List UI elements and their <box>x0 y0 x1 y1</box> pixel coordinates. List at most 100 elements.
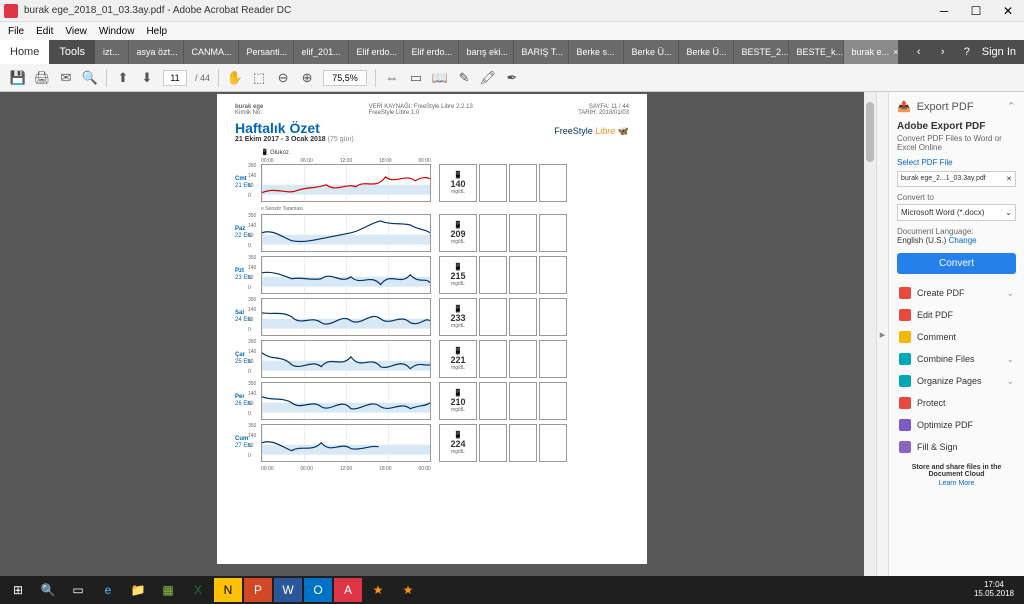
search-taskbar-icon[interactable]: 🔍 <box>34 578 62 602</box>
app2-icon[interactable]: N <box>214 578 242 602</box>
avg-glucose: 📱224mg/dL <box>439 424 477 462</box>
extra-box <box>479 256 507 294</box>
collapse-panel-button[interactable]: ▸ <box>876 92 888 576</box>
print-icon[interactable]: 🖨 <box>34 70 50 86</box>
convert-to-label: Convert to <box>897 193 1016 202</box>
tool-combine-files[interactable]: Combine Files⌄ <box>897 348 1016 370</box>
tool-create-pdf[interactable]: Create PDF⌄ <box>897 282 1016 304</box>
page-down-icon[interactable]: ⬇ <box>139 70 155 86</box>
page-input[interactable] <box>163 70 187 86</box>
help-button[interactable]: ? <box>958 46 976 58</box>
doc-tab[interactable]: Berke Ü... <box>679 40 734 64</box>
extra-box <box>479 164 507 202</box>
home-tab[interactable]: Home <box>0 40 49 64</box>
excel-icon[interactable]: X <box>184 578 212 602</box>
extra-box <box>509 164 537 202</box>
glucose-chart: 350140500 <box>261 256 431 294</box>
x-label: 18:00 <box>379 466 392 472</box>
acrobat-icon[interactable]: A <box>334 578 362 602</box>
export-pdf-header[interactable]: 📤 Export PDF ⌃ <box>897 100 1016 113</box>
tool-fill-&-sign[interactable]: Fill & Sign <box>897 436 1016 458</box>
menu-view[interactable]: View <box>65 26 87 37</box>
close-button[interactable]: ✕ <box>996 4 1020 18</box>
prev-doc-button[interactable]: ‹ <box>910 46 928 58</box>
extra-box <box>539 298 567 336</box>
menu-window[interactable]: Window <box>99 26 135 37</box>
pdf-page: burak ege Kimlik No: VERİ KAYNAĞI: FreeS… <box>217 94 647 564</box>
maximize-button[interactable]: ☐ <box>964 4 988 18</box>
extra-box <box>479 382 507 420</box>
tool-icon <box>899 375 911 387</box>
extra-box <box>539 164 567 202</box>
app1-icon[interactable]: ▦ <box>154 578 182 602</box>
doc-tab[interactable]: Elif erdo... <box>349 40 404 64</box>
learn-more-link[interactable]: Learn More <box>897 480 1016 487</box>
doc-tab[interactable]: BESTE_2... <box>734 40 789 64</box>
doc-tab[interactable]: Berke Ü... <box>624 40 679 64</box>
doc-tab[interactable]: BESTE_k... <box>789 40 844 64</box>
select-icon[interactable]: ⬚ <box>251 70 267 86</box>
sign-icon[interactable]: ✒ <box>504 70 520 86</box>
zoom-in-icon[interactable]: ⊕ <box>299 70 315 86</box>
doc-tab[interactable]: asya özt... <box>129 40 184 64</box>
mail-icon[interactable]: ✉ <box>58 70 74 86</box>
read-mode-icon[interactable]: 📖 <box>432 70 448 86</box>
doc-tab[interactable]: Berke s... <box>569 40 624 64</box>
window-title: burak ege_2018_01_03.3ay.pdf - Adobe Acr… <box>24 5 932 16</box>
minimize-button[interactable]: ─ <box>932 4 956 18</box>
convert-button[interactable]: Convert <box>897 253 1016 274</box>
taskview-icon[interactable]: ▭ <box>64 578 92 602</box>
doc-tab[interactable]: barış eki... <box>459 40 514 64</box>
signin-button[interactable]: Sign In <box>982 46 1016 58</box>
zoom-out-icon[interactable]: ⊖ <box>275 70 291 86</box>
doc-tab[interactable]: Elif erdo... <box>404 40 459 64</box>
word-icon[interactable]: W <box>274 578 302 602</box>
tools-tab[interactable]: Tools <box>49 40 95 64</box>
menu-edit[interactable]: Edit <box>36 26 53 37</box>
star1-icon[interactable]: ★ <box>364 578 392 602</box>
powerpoint-icon[interactable]: P <box>244 578 272 602</box>
explorer-icon[interactable]: 📁 <box>124 578 152 602</box>
fit-width-icon[interactable]: ⇔ <box>384 70 400 86</box>
change-lang-link[interactable]: Change <box>949 236 977 245</box>
page-up-icon[interactable]: ⬆ <box>115 70 131 86</box>
doc-tab[interactable]: izt... <box>95 40 129 64</box>
annotate-icon[interactable]: ✎ <box>456 70 472 86</box>
start-button[interactable]: ⊞ <box>4 578 32 602</box>
format-select[interactable]: Microsoft Word (*.docx)⌄ <box>897 204 1016 221</box>
doc-tab[interactable]: BARIŞ T... <box>514 40 569 64</box>
tool-icon <box>899 397 911 409</box>
doc-tab[interactable]: CANMA... <box>184 40 239 64</box>
zoom-input[interactable] <box>323 70 367 86</box>
y-label: 350 <box>248 213 256 219</box>
doc-tab[interactable]: elif_201... <box>294 40 349 64</box>
remove-file-icon[interactable]: ✕ <box>1006 175 1012 183</box>
scrollbar[interactable] <box>864 92 876 576</box>
outlook-icon[interactable]: O <box>304 578 332 602</box>
edge-icon[interactable]: e <box>94 578 122 602</box>
clock[interactable]: 17:0415.05.2018 <box>968 581 1020 599</box>
menu-file[interactable]: File <box>8 26 24 37</box>
fit-page-icon[interactable]: ▭ <box>408 70 424 86</box>
select-file-link[interactable]: Select PDF File <box>897 158 1016 167</box>
highlight-icon[interactable]: 🖍 <box>480 70 496 86</box>
x-label: 12:00 <box>340 466 353 472</box>
y-label: 350 <box>248 255 256 261</box>
tool-optimize-pdf[interactable]: Optimize PDF <box>897 414 1016 436</box>
star2-icon[interactable]: ★ <box>394 578 422 602</box>
tool-comment[interactable]: Comment <box>897 326 1016 348</box>
doc-tab[interactable]: burak e... × <box>844 40 899 64</box>
fsl-version: FreeStyle Libre 1.0 <box>369 110 473 116</box>
tool-icon <box>899 287 911 299</box>
tool-organize-pages[interactable]: Organize Pages⌄ <box>897 370 1016 392</box>
y-label: 140 <box>248 173 256 179</box>
tool-protect[interactable]: Protect <box>897 392 1016 414</box>
save-icon[interactable]: 💾 <box>10 70 26 86</box>
hand-icon[interactable]: ✋ <box>227 70 243 86</box>
y-label: 50 <box>248 359 254 365</box>
next-doc-button[interactable]: › <box>934 46 952 58</box>
doc-tab[interactable]: Persanti... <box>239 40 294 64</box>
tool-edit-pdf[interactable]: Edit PDF <box>897 304 1016 326</box>
search-icon[interactable]: 🔍 <box>82 70 98 86</box>
menu-help[interactable]: Help <box>146 26 167 37</box>
